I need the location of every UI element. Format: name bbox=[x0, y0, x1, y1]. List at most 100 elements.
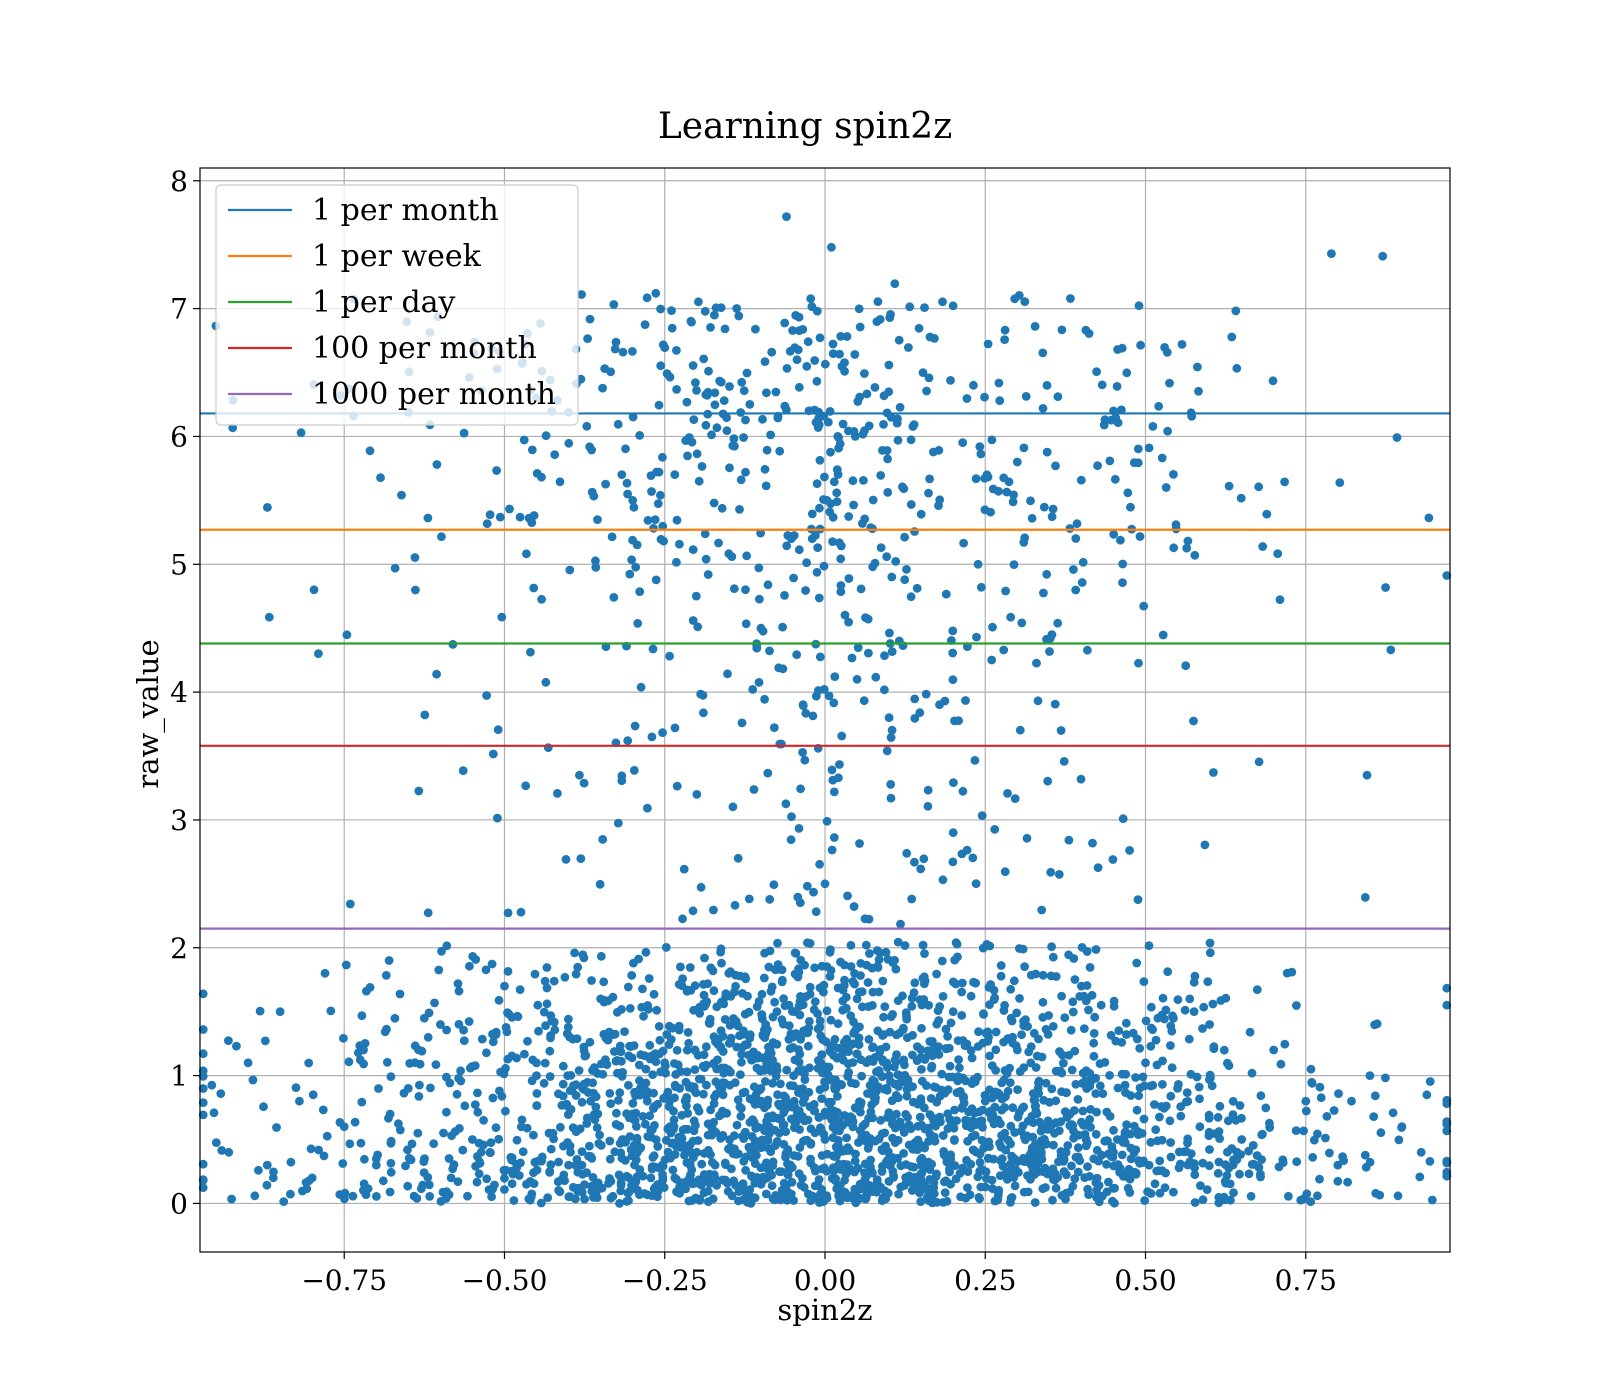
scatter-point bbox=[1301, 1096, 1311, 1106]
scatter-point bbox=[825, 1099, 834, 1108]
scatter-point bbox=[654, 467, 664, 477]
scatter-point bbox=[651, 288, 661, 298]
scatter-point bbox=[948, 1007, 958, 1017]
scatter-point bbox=[1066, 1025, 1076, 1035]
scatter-point bbox=[745, 1030, 755, 1040]
scatter-point bbox=[1216, 996, 1226, 1005]
scatter-point bbox=[672, 557, 681, 567]
scatter-point bbox=[494, 1134, 504, 1144]
scatter-point bbox=[640, 1051, 649, 1061]
scatter-point bbox=[571, 1127, 581, 1137]
scatter-point bbox=[785, 1194, 795, 1203]
scatter-point bbox=[345, 899, 355, 909]
scatter-point bbox=[1057, 325, 1067, 335]
scatter-point bbox=[1091, 1089, 1101, 1098]
scatter-point bbox=[833, 432, 843, 441]
scatter-point bbox=[761, 1136, 770, 1145]
scatter-point bbox=[962, 394, 972, 403]
scatter-point bbox=[549, 1134, 558, 1144]
scatter-point bbox=[653, 499, 663, 508]
scatter-point bbox=[691, 591, 701, 601]
scatter-point bbox=[991, 1090, 1001, 1100]
scatter-point bbox=[709, 498, 719, 508]
scatter-point bbox=[940, 696, 950, 706]
scatter-point bbox=[322, 1131, 332, 1141]
scatter-point bbox=[585, 314, 595, 324]
scatter-point bbox=[591, 563, 601, 572]
scatter-point bbox=[248, 1075, 258, 1085]
scatter-point bbox=[806, 1124, 816, 1134]
scatter-point bbox=[776, 1079, 785, 1089]
scatter-point bbox=[870, 558, 880, 568]
scatter-point bbox=[773, 1090, 782, 1100]
scatter-point bbox=[790, 343, 800, 352]
scatter-point bbox=[861, 940, 871, 950]
scatter-point bbox=[973, 1172, 983, 1182]
scatter-point bbox=[585, 442, 594, 452]
scatter-point bbox=[872, 317, 882, 326]
scatter-point bbox=[955, 1063, 964, 1073]
scatter-point bbox=[1190, 1198, 1200, 1207]
scatter-point bbox=[545, 1072, 555, 1081]
scatter-point bbox=[741, 467, 750, 477]
scatter-point bbox=[692, 449, 702, 459]
scatter-point bbox=[945, 1061, 955, 1071]
scatter-point bbox=[1347, 1096, 1356, 1106]
scatter-point bbox=[434, 965, 444, 975]
scatter-point bbox=[385, 1109, 395, 1119]
y-tick-label: 8 bbox=[170, 165, 188, 198]
scatter-point bbox=[668, 1165, 678, 1175]
scatter-point bbox=[836, 587, 846, 597]
scatter-point bbox=[741, 415, 750, 425]
scatter-point bbox=[1053, 618, 1063, 628]
scatter-point bbox=[1072, 519, 1082, 529]
scatter-point bbox=[1232, 363, 1242, 373]
scatter-point bbox=[891, 1090, 901, 1100]
scatter-point bbox=[758, 1142, 767, 1152]
scatter-point bbox=[420, 710, 430, 720]
scatter-point bbox=[1169, 1187, 1178, 1197]
scatter-point bbox=[904, 343, 913, 352]
scatter-point bbox=[431, 1060, 441, 1069]
scatter-point bbox=[1442, 1171, 1452, 1181]
scatter-point bbox=[829, 477, 839, 487]
scatter-point bbox=[756, 1084, 766, 1093]
scatter-point bbox=[598, 383, 607, 393]
scatter-point bbox=[690, 1045, 700, 1055]
scatter-point bbox=[1121, 1069, 1131, 1079]
scatter-point bbox=[760, 464, 770, 474]
scatter-point bbox=[665, 651, 674, 661]
scatter-point bbox=[646, 1125, 656, 1135]
scatter-point bbox=[1269, 1045, 1279, 1055]
scatter-point bbox=[416, 1184, 426, 1194]
scatter-point bbox=[850, 969, 859, 978]
scatter-point bbox=[794, 326, 804, 336]
scatter-point bbox=[864, 914, 874, 924]
scatter-point bbox=[666, 1035, 676, 1044]
scatter-point bbox=[1158, 993, 1168, 1003]
scatter-point bbox=[1006, 984, 1016, 994]
scatter-point bbox=[517, 1115, 527, 1125]
scatter-point bbox=[1109, 1147, 1118, 1157]
scatter-point bbox=[990, 1102, 1000, 1112]
scatter-point bbox=[1392, 433, 1402, 442]
scatter-point bbox=[1015, 994, 1024, 1003]
scatter-point bbox=[902, 848, 912, 858]
scatter-point bbox=[530, 969, 540, 979]
scatter-point bbox=[908, 1050, 917, 1060]
scatter-point bbox=[737, 1049, 746, 1059]
scatter-point bbox=[1183, 536, 1193, 546]
scatter-point bbox=[479, 1140, 488, 1150]
scatter-point bbox=[397, 490, 406, 500]
scatter-point bbox=[1038, 1184, 1048, 1194]
scatter-point bbox=[1007, 1152, 1017, 1162]
scatter-point bbox=[766, 1147, 776, 1157]
scatter-point bbox=[795, 1010, 805, 1020]
scatter-point bbox=[1308, 1152, 1318, 1162]
scatter-point bbox=[1089, 1038, 1099, 1048]
scatter-point bbox=[712, 1002, 722, 1012]
scatter-point bbox=[846, 940, 856, 950]
scatter-point bbox=[988, 1184, 997, 1194]
scatter-point bbox=[540, 1058, 550, 1068]
scatter-point bbox=[618, 347, 628, 357]
